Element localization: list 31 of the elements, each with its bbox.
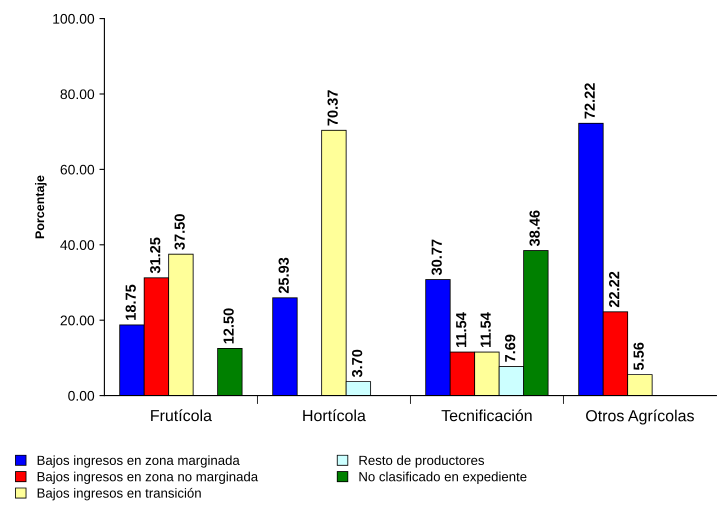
- data-label: 12.50: [223, 308, 234, 344]
- legend-label: Bajos ingresos en zona marginada: [38, 455, 240, 468]
- y-tick-label: 40.00: [60, 240, 94, 250]
- x-tick-label: Hortícola: [303, 409, 366, 422]
- data-label: 7.69: [504, 334, 516, 362]
- legend-label: Resto de productores: [359, 455, 484, 468]
- data-label: 70.37: [327, 90, 338, 126]
- y-tick-label: 60.00: [60, 164, 94, 175]
- y-axis-title: Porcentaje: [34, 176, 47, 238]
- x-tick-label: Tecnificación: [442, 409, 532, 422]
- data-label: 11.54: [480, 312, 491, 348]
- legend-label: No clasificado en expediente: [359, 472, 526, 484]
- x-tick-label: Otros Agrícolas: [586, 409, 694, 425]
- x-tick-label: Frutícola: [151, 409, 212, 422]
- data-label: 31.25: [150, 238, 160, 274]
- data-label: 11.54: [456, 312, 466, 348]
- data-label: 72.22: [584, 83, 595, 119]
- data-label: 38.46: [529, 210, 540, 246]
- legend-label: Bajos ingresos en transición: [38, 488, 201, 500]
- y-tick-label: 100.00: [53, 14, 94, 24]
- data-label: 30.77: [432, 240, 442, 276]
- data-label: 18.75: [126, 284, 136, 320]
- data-label: 5.56: [633, 342, 644, 370]
- y-tick-label: 0.00: [68, 390, 94, 401]
- data-label: 25.93: [278, 258, 289, 294]
- y-tick-label: 80.00: [60, 89, 94, 100]
- legend-label: Bajos ingresos en zona no marginada: [38, 472, 258, 484]
- y-tick-label: 20.00: [60, 316, 94, 326]
- data-label: 3.70: [352, 350, 362, 378]
- data-label: 37.50: [174, 214, 185, 250]
- data-label: 22.22: [609, 272, 620, 308]
